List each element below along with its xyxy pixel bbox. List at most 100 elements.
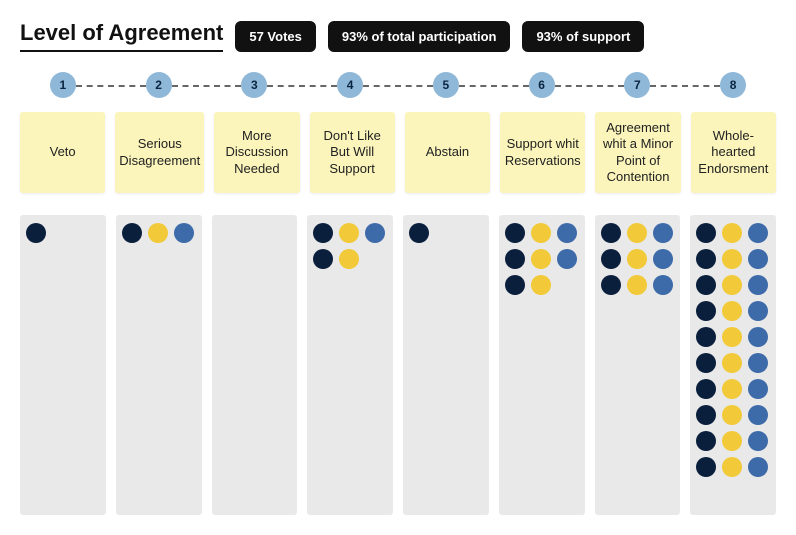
vote-dot [531, 223, 551, 243]
labels-row: VetoSerious DisagreementMore Discussion … [20, 112, 776, 193]
scale-number: 1 [50, 72, 76, 98]
vote-dot [26, 223, 46, 243]
vote-dot [748, 457, 768, 477]
vote-dot [601, 249, 621, 269]
vote-column [690, 215, 776, 515]
vote-dot [748, 249, 768, 269]
vote-column [116, 215, 202, 515]
level-label-card: Whole-hearted Endorsment [691, 112, 776, 193]
vote-dot [722, 379, 742, 399]
vote-dot [653, 275, 673, 295]
vote-dot [722, 301, 742, 321]
vote-dot [531, 275, 551, 295]
vote-dot [653, 223, 673, 243]
vote-dot [722, 249, 742, 269]
scale-connector [459, 85, 529, 87]
vote-dot [722, 431, 742, 451]
scale-cell: 1 [20, 72, 106, 98]
vote-column [595, 215, 681, 515]
vote-dot [339, 223, 359, 243]
vote-dot [696, 223, 716, 243]
dot-grid [409, 223, 483, 243]
header: Level of Agreement 57 Votes 93% of total… [20, 20, 776, 52]
vote-dot [748, 379, 768, 399]
scale-row: 1 2 3 4 5 6 7 8 [20, 72, 776, 98]
scale-number: 4 [337, 72, 363, 98]
vote-dot [722, 275, 742, 295]
vote-dot [365, 223, 385, 243]
vote-dot [148, 223, 168, 243]
scale-number: 2 [146, 72, 172, 98]
vote-dot [696, 405, 716, 425]
vote-column [212, 215, 298, 515]
vote-dot [313, 249, 333, 269]
level-label-card: Don't Like But Will Support [310, 112, 395, 193]
vote-dot [696, 431, 716, 451]
scale-connector [76, 85, 146, 87]
vote-dot [748, 275, 768, 295]
vote-dot [696, 457, 716, 477]
vote-dot [748, 327, 768, 347]
scale-number: 7 [624, 72, 650, 98]
level-label-card: Abstain [405, 112, 490, 193]
vote-dot [748, 223, 768, 243]
vote-dot [696, 301, 716, 321]
dot-grid [122, 223, 196, 243]
vote-dot [601, 223, 621, 243]
vote-dot [722, 353, 742, 373]
vote-dot [722, 223, 742, 243]
scale-connector [555, 85, 625, 87]
vote-column [20, 215, 106, 515]
vote-dot [339, 249, 359, 269]
level-label-card: Serious Disagreement [115, 112, 204, 193]
vote-dot [722, 327, 742, 347]
scale-number: 8 [720, 72, 746, 98]
vote-column [499, 215, 585, 515]
dot-grid [505, 223, 579, 295]
vote-column [307, 215, 393, 515]
scale-number: 5 [433, 72, 459, 98]
vote-dot [696, 327, 716, 347]
participation-pill: 93% of total participation [328, 21, 511, 52]
vote-dot [627, 249, 647, 269]
vote-dot [722, 405, 742, 425]
vote-dot [722, 457, 742, 477]
scale-number: 3 [241, 72, 267, 98]
level-label-card: Agreement whit a Minor Point of Contenti… [595, 112, 680, 193]
support-pill: 93% of support [522, 21, 644, 52]
dot-grid [313, 223, 387, 269]
level-label-card: Support whit Reservations [500, 112, 585, 193]
vote-column [403, 215, 489, 515]
vote-dot [748, 301, 768, 321]
vote-dot [748, 431, 768, 451]
vote-dot [627, 223, 647, 243]
scale-connector [363, 85, 433, 87]
vote-dot [409, 223, 429, 243]
vote-dot [748, 353, 768, 373]
vote-dot [601, 275, 621, 295]
vote-dot [557, 249, 577, 269]
dot-grid [26, 223, 100, 243]
dot-grid [696, 223, 770, 477]
vote-dot [174, 223, 194, 243]
scale-connector [172, 85, 242, 87]
level-label-card: More Discussion Needed [214, 112, 299, 193]
vote-dot [653, 249, 673, 269]
vote-dot [122, 223, 142, 243]
vote-dot [313, 223, 333, 243]
scale-connector [650, 85, 720, 87]
vote-dot [531, 249, 551, 269]
vote-dot [696, 353, 716, 373]
scale-number: 6 [529, 72, 555, 98]
dot-grid [601, 223, 675, 295]
vote-dot [696, 379, 716, 399]
vote-dot [505, 249, 525, 269]
votes-pill: 57 Votes [235, 21, 316, 52]
columns-row [20, 215, 776, 515]
vote-dot [696, 275, 716, 295]
level-label-card: Veto [20, 112, 105, 193]
vote-dot [557, 223, 577, 243]
vote-dot [696, 249, 716, 269]
vote-dot [627, 275, 647, 295]
vote-dot [748, 405, 768, 425]
